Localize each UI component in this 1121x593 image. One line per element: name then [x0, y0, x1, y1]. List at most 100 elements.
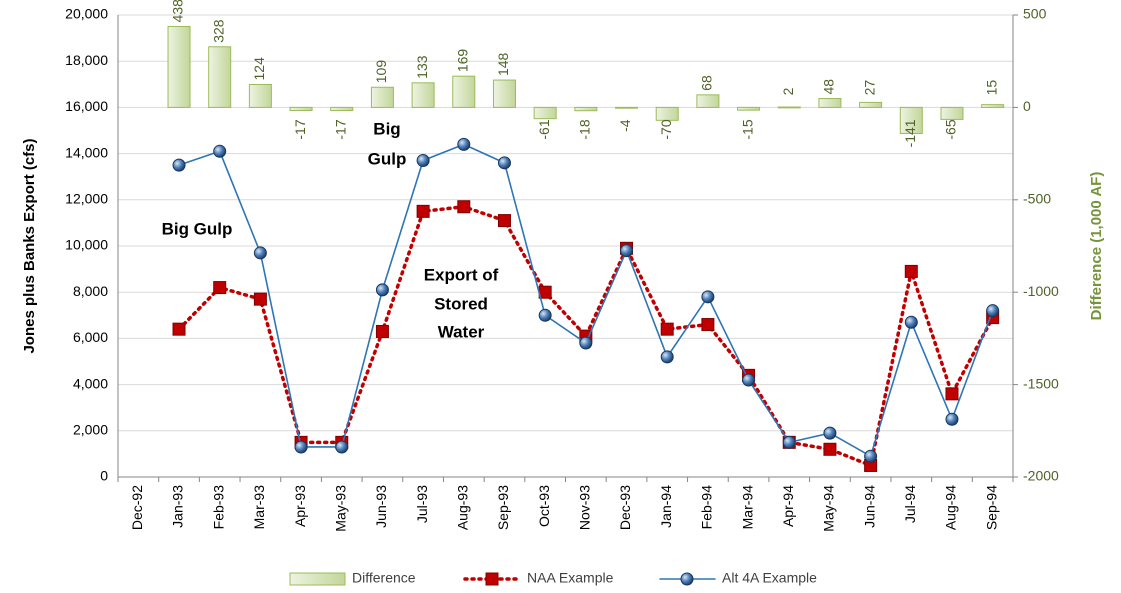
legend-swatch: [289, 572, 346, 586]
data-label: 124: [251, 57, 267, 81]
marker: [497, 214, 511, 228]
data-label: 68: [699, 75, 715, 91]
marker: [213, 281, 227, 295]
bar: [615, 106, 639, 109]
data-label: -15: [739, 119, 755, 139]
data-label: 438: [170, 0, 186, 22]
x-tick-label: Jun-94: [861, 485, 877, 528]
marker: [620, 244, 634, 258]
bar: [737, 106, 761, 111]
data-label: 148: [495, 52, 511, 76]
y-axis-title: Jones plus Banks Export (cfs): [21, 138, 38, 353]
data-label: -61: [536, 119, 552, 139]
legend-marker: [485, 572, 499, 586]
legend-label: Difference: [352, 570, 416, 586]
y-tick-label: 8,000: [73, 283, 108, 299]
x-tick-label: Feb-93: [210, 485, 226, 530]
y2-tick-label: 0: [1023, 98, 1031, 114]
marker: [579, 336, 593, 350]
marker: [172, 322, 186, 336]
bar: [452, 75, 476, 108]
x-tick-label: Feb-94: [699, 485, 715, 530]
x-tick-label: Jan-93: [170, 485, 186, 528]
y-tick-label: 16,000: [65, 98, 108, 114]
marker: [701, 290, 715, 304]
annotation: Big: [373, 119, 400, 138]
y-tick-label: 12,000: [65, 191, 108, 207]
line: [177, 204, 995, 468]
marker: [945, 412, 959, 426]
y2-tick-label: -500: [1023, 191, 1051, 207]
bar: [981, 104, 1005, 108]
bar: [940, 106, 964, 120]
data-label: -141: [902, 119, 918, 147]
x-tick-label: Jun-93: [373, 485, 389, 528]
x-tick-label: Mar-94: [739, 485, 755, 530]
bar: [411, 82, 435, 108]
y-tick-label: 18,000: [65, 52, 108, 68]
marker: [253, 292, 267, 306]
marker: [375, 283, 389, 297]
marker: [457, 200, 471, 214]
bar: [696, 94, 720, 108]
x-tick-label: May-93: [332, 485, 348, 532]
x-tick-label: Dec-92: [129, 485, 145, 530]
marker: [782, 435, 796, 449]
annotation: Export of: [424, 265, 499, 284]
marker: [660, 322, 674, 336]
x-tick-label: Sep-93: [495, 485, 511, 530]
bar: [492, 79, 516, 108]
x-tick-label: Dec-93: [617, 485, 633, 530]
annotation: Gulp: [368, 149, 407, 168]
marker: [416, 204, 430, 218]
y2-tick-label: -2000: [1023, 468, 1059, 484]
marker: [213, 144, 227, 158]
x-tick-label: Apr-94: [780, 485, 796, 527]
bar: [818, 98, 842, 108]
y2-axis-title: Difference (1,000 AF): [1088, 172, 1105, 321]
data-label: 328: [210, 19, 226, 43]
marker: [497, 156, 511, 170]
bar: [655, 106, 679, 121]
data-label: -18: [577, 119, 593, 139]
annotation: Water: [438, 322, 485, 341]
data-label: -70: [658, 119, 674, 139]
legend-marker: [680, 572, 694, 586]
data-label: 133: [414, 55, 430, 79]
data-label: -4: [617, 119, 633, 132]
bar: [777, 106, 801, 109]
y-tick-label: 6,000: [73, 329, 108, 345]
marker: [742, 373, 756, 387]
marker: [294, 440, 308, 454]
x-tick-label: Apr-93: [292, 485, 308, 527]
marker: [701, 318, 715, 332]
marker: [986, 304, 1000, 318]
x-tick-label: Aug-93: [454, 485, 470, 530]
marker: [864, 449, 878, 463]
data-label: -17: [292, 119, 308, 139]
marker: [660, 350, 674, 364]
data-label: -17: [332, 119, 348, 139]
bar: [899, 106, 923, 134]
marker: [335, 440, 349, 454]
legend-label: NAA Example: [527, 570, 614, 586]
x-tick-label: Jul-93: [414, 485, 430, 523]
annotation: Big Gulp: [162, 219, 233, 238]
bar: [167, 25, 191, 108]
marker: [172, 158, 186, 172]
marker: [457, 137, 471, 151]
bar: [248, 83, 272, 108]
legend-label: Alt 4A Example: [722, 570, 817, 586]
data-label: 169: [454, 49, 470, 73]
x-tick-label: May-94: [821, 485, 837, 532]
data-label: -65: [943, 119, 959, 139]
x-tick-label: Nov-93: [577, 485, 593, 530]
x-tick-label: Mar-93: [251, 485, 267, 530]
marker: [823, 442, 837, 456]
data-label: 15: [983, 80, 999, 96]
data-label: 48: [821, 79, 837, 95]
marker: [538, 308, 552, 322]
y-tick-label: 0: [100, 468, 108, 484]
marker: [823, 426, 837, 440]
